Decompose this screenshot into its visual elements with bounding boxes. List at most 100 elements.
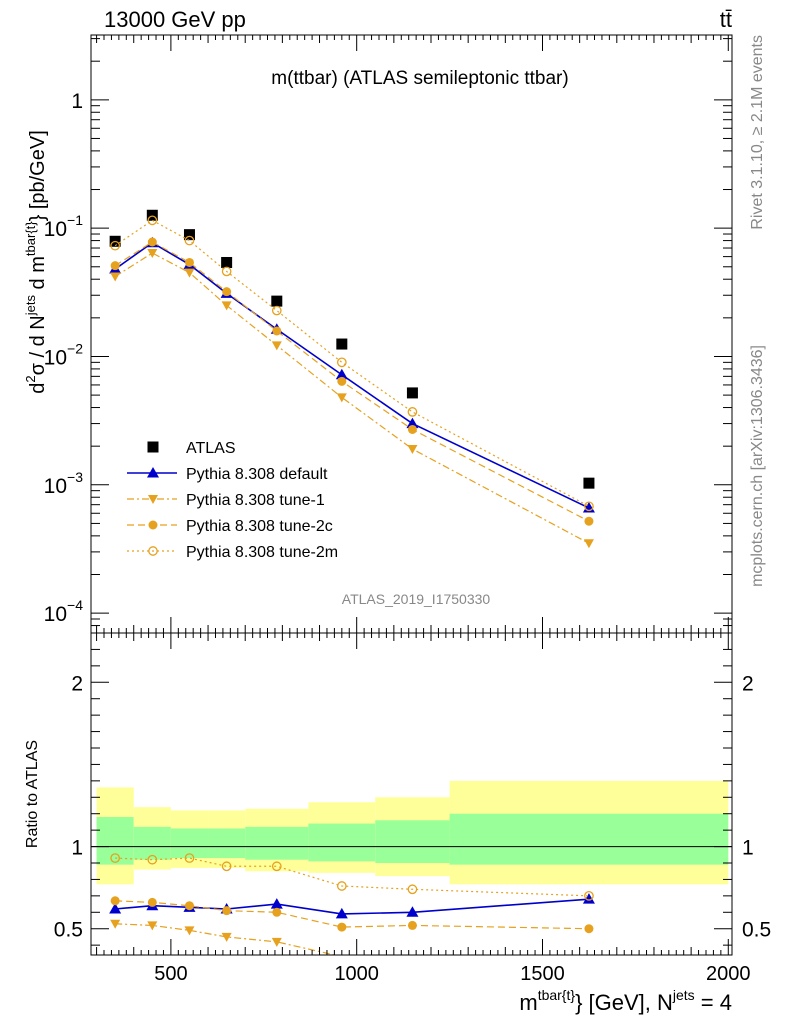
legend-marker bbox=[147, 467, 159, 478]
ratio-pythia-8-308-tune-1-point bbox=[184, 926, 195, 936]
ratio-pythia-8-308-tune-2c-point bbox=[147, 897, 157, 907]
legend-label: Pythia 8.308 default bbox=[186, 466, 328, 483]
legend-marker bbox=[148, 546, 158, 556]
ratio-pythia-8-308-tune-2m-point bbox=[336, 881, 347, 891]
ratio-band-stat bbox=[449, 813, 729, 865]
ratio-y-tick-label-right: 2 bbox=[742, 672, 754, 695]
ratio-pythia-8-308-default-point bbox=[582, 893, 595, 904]
x-axis-label: mtbar{t}} [GeV], Njets = 4 bbox=[519, 987, 732, 1015]
ratio-data-marks bbox=[109, 853, 595, 955]
main-pythia-8-308-tune-2c-point bbox=[184, 257, 194, 267]
ratio-y-tick-label: 1 bbox=[71, 837, 83, 860]
ratio-y-tick-label: 0.5 bbox=[54, 919, 83, 942]
main-pythia-8-308-tune-1-point bbox=[147, 249, 158, 259]
legend-label: Pythia 8.308 tune-2c bbox=[186, 518, 333, 535]
ratio-band-stat bbox=[133, 826, 171, 860]
main-atlas-point bbox=[221, 256, 233, 268]
title-text: m(ttbar) (ATLAS semileptonic ttbar) bbox=[271, 68, 568, 89]
main-title: m(ttbar) (ATLAS semileptonic ttbar) bbox=[271, 68, 568, 89]
ratio-y-tick-label-right: 1 bbox=[742, 837, 754, 860]
ratio-pythia-8-308-tune-2c-point bbox=[407, 920, 417, 930]
main-y-tick-label: 10−3 bbox=[44, 469, 84, 498]
xlabel-part-c: } [GeV], N bbox=[575, 990, 673, 1015]
main-pythia-8-308-tune-1-point bbox=[110, 272, 121, 282]
ratio-y-tick-label-right: 0.5 bbox=[742, 919, 771, 942]
main-pythia-8-308-tune-2m-point bbox=[147, 215, 158, 226]
main-pythia-8-308-tune-2m-point bbox=[271, 305, 282, 316]
xlabel-part-d: jets bbox=[672, 987, 695, 1003]
ratio-pythia-8-308-tune-2c-line bbox=[115, 900, 589, 930]
ratio-band-stat bbox=[96, 817, 134, 865]
process-label: tt̄ bbox=[720, 7, 732, 32]
ratio-y-tick-label: 2 bbox=[71, 672, 83, 695]
ratio-panel-frame bbox=[90, 632, 733, 956]
main-pythia-8-308-tune-2m-point bbox=[110, 240, 121, 251]
main-y-tick-label: 10−1 bbox=[44, 212, 84, 241]
ratio-band-stat bbox=[308, 823, 376, 862]
ratio-pythia-8-308-tune-2m-point bbox=[110, 853, 121, 863]
main-pythia-8-308-tune-2c-point bbox=[407, 424, 417, 434]
main-y-axis-label: d2σ / d Njets d mtbar{t}} [pb/GeV] bbox=[23, 130, 49, 394]
mcplots-reference-label: mcplots.cern.ch [arXiv:1306.3436] bbox=[749, 345, 766, 587]
main-pythia-8-308-default-point bbox=[406, 417, 419, 429]
ratio-pythia-8-308-tune-2c-point bbox=[337, 922, 347, 932]
ylabel-part-g: } [pb/GeV] bbox=[27, 130, 49, 221]
ratio-pythia-8-308-tune-2c-point bbox=[584, 924, 594, 934]
main-pythia-8-308-tune-1-point bbox=[271, 341, 282, 351]
ratio-band-stat bbox=[170, 828, 209, 859]
x-tick-label: 1000 bbox=[334, 963, 379, 985]
analysis-label: ATLAS_2019_I1750330 bbox=[342, 591, 491, 607]
x-tick-label: 500 bbox=[154, 963, 187, 985]
main-pythia-8-308-tune-2c-point bbox=[110, 261, 120, 271]
main-pythia-8-308-tune-2m-point bbox=[407, 407, 418, 417]
ratio-pythia-8-308-tune-2m-point bbox=[147, 854, 158, 865]
ylabel-part-e: d m bbox=[27, 256, 49, 295]
main-y-tick-label: 10−4 bbox=[44, 597, 84, 626]
main-pythia-8-308-tune-2c-line bbox=[114, 241, 590, 522]
main-pythia-8-308-tune-2m-point bbox=[336, 357, 347, 368]
legend-marker bbox=[148, 520, 158, 530]
ratio-pythia-8-308-tune-2c-point bbox=[222, 906, 232, 916]
ratio-pythia-8-308-tune-2m-point bbox=[271, 861, 282, 872]
ratio-pythia-8-308-tune-1-line bbox=[115, 923, 338, 955]
main-pythia-8-308-tune-1-point bbox=[336, 393, 347, 403]
legend-label: Pythia 8.308 tune-1 bbox=[186, 492, 325, 509]
ratio-axes: 2 2 1 1 0.5 0.5 500 1000 1500 2000 bbox=[54, 633, 771, 985]
ratio-uncertainty-bands bbox=[91, 780, 732, 885]
ratio-pythia-8-308-tune-2m-point bbox=[407, 884, 418, 895]
ratio-pythia-8-308-tune-1-point bbox=[147, 921, 158, 931]
legend-label: Pythia 8.308 tune-2m bbox=[186, 544, 338, 561]
collision-energy-label: 13000 GeV pp bbox=[104, 7, 246, 32]
main-pythia-8-308-tune-2c-point bbox=[147, 237, 157, 247]
ratio-band-stat bbox=[375, 820, 450, 863]
legend-entry-pythia-8-308-tune-2c: Pythia 8.308 tune-2c bbox=[127, 518, 333, 535]
x-tick-label: 2000 bbox=[706, 963, 751, 985]
ylabel-part-f: tbar{t} bbox=[23, 221, 38, 256]
main-data-marks bbox=[109, 209, 595, 549]
main-atlas-point bbox=[271, 295, 283, 307]
main-y-tick-label: 10−2 bbox=[44, 340, 84, 369]
legend-entry-pythia-8-308-tune-2m: Pythia 8.308 tune-2m bbox=[127, 544, 338, 561]
main-pythia-8-308-tune-2c-point bbox=[337, 376, 347, 386]
ratio-panel: 2 2 1 1 0.5 0.5 500 1000 1500 2000 Ratio to ATLAS… bbox=[24, 632, 771, 1015]
main-pythia-8-308-tune-2c-point bbox=[222, 287, 232, 297]
legend-entry-pythia-8-308-default: Pythia 8.308 default bbox=[127, 466, 328, 483]
ratio-pythia-8-308-default-point bbox=[406, 906, 419, 917]
main-atlas-point bbox=[183, 229, 195, 241]
main-panel: 1 10−1 10−2 10−3 10−4 m(ttbar) (ATLAS semile… bbox=[23, 34, 733, 634]
main-pythia-8-308-tune-2m-point bbox=[184, 235, 195, 246]
ratio-pythia-8-308-default-point bbox=[109, 903, 122, 914]
legend-label: ATLAS bbox=[186, 440, 236, 457]
ratio-pythia-8-308-tune-1-point bbox=[271, 937, 282, 947]
legend-marker bbox=[148, 495, 158, 504]
main-pythia-8-308-tune-1-point bbox=[583, 539, 594, 549]
ratio-pythia-8-308-tune-2m-point bbox=[184, 853, 195, 863]
main-pythia-8-308-tune-1-point bbox=[221, 301, 232, 311]
main-pythia-8-308-tune-1-point bbox=[184, 268, 195, 278]
main-pythia-8-308-tune-1-point bbox=[407, 445, 418, 455]
ylabel-part-d: jets bbox=[23, 295, 38, 317]
ratio-pythia-8-308-default-point bbox=[270, 898, 283, 909]
ylabel-part-b: 2 bbox=[23, 375, 38, 382]
ylabel-part-c: σ / d N bbox=[27, 315, 49, 375]
